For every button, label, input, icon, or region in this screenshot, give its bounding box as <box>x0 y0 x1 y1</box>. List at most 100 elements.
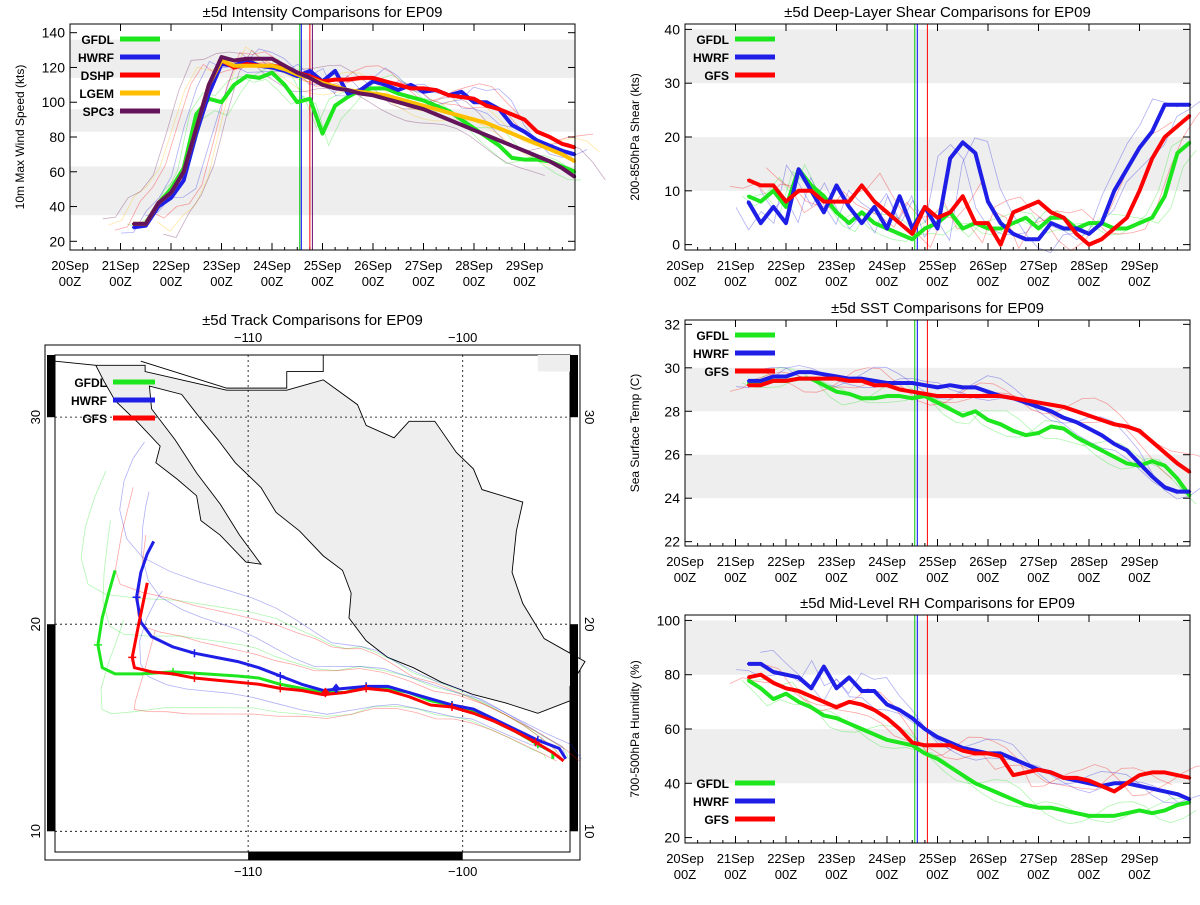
rh-point-hwrf <box>822 665 826 668</box>
ensemble-track <box>102 520 557 759</box>
sst-xtick-hour: 00Z <box>724 570 746 585</box>
track-marker-gfs <box>447 703 456 712</box>
ensemble-track <box>119 441 582 760</box>
intensity-point-gfdl <box>258 76 261 80</box>
rh-xtick-day: 29Sep <box>1121 851 1159 866</box>
sst-xtick-hour: 00Z <box>926 570 948 585</box>
sst-point-hwrf <box>1163 486 1166 489</box>
shear-point-gfdl <box>1049 216 1053 219</box>
shear-point-gfdl <box>961 227 964 230</box>
intensity-xtick-day: 25Sep <box>304 258 342 273</box>
rh-point-gfs <box>898 727 901 731</box>
intensity-point-gfdl <box>283 83 286 87</box>
rh-chart: ±5d Mid-Level RH Comparisons for EP09 700… <box>628 595 1200 882</box>
rh-point-gfdl <box>923 752 927 755</box>
shear-series-hwrf <box>746 102 1190 242</box>
intensity-ensemble-line <box>102 51 545 220</box>
rh-point-gfs <box>1012 773 1015 777</box>
intensity-point-hwrf <box>523 130 526 133</box>
shear-point-gfs <box>948 211 952 214</box>
shear-point-hwrf <box>822 211 826 214</box>
shear-point-gfdl <box>860 211 863 214</box>
intensity-legend-label: GFDL <box>81 33 114 47</box>
sst-xtick-day: 28Sep <box>1070 554 1108 569</box>
shear-xtick-day: 26Sep <box>969 258 1007 273</box>
intensity-point-hwrf <box>397 88 400 92</box>
rh-point-gfdl <box>797 700 800 704</box>
sst-ytick-label: 24 <box>664 490 680 506</box>
sst-ylabel: Sea Surface Temp (C) <box>628 374 642 493</box>
intensity-ytick-label: 120 <box>42 59 66 75</box>
rh-point-hwrf <box>759 662 762 666</box>
sst-point-gfdl <box>1024 433 1028 437</box>
rh-shade-band <box>685 620 1190 675</box>
track-title: ±5d Track Comparisons for EP09 <box>202 312 423 329</box>
sst-xtick-day: 29Sep <box>1121 554 1159 569</box>
sst-point-gfs <box>1012 397 1015 400</box>
rh-ytick-label: 20 <box>664 830 680 846</box>
intensity-point-spc3 <box>498 139 501 142</box>
intensity-point-hwrf <box>535 139 539 142</box>
sst-point-gfs <box>885 383 889 387</box>
shear-point-hwrf <box>797 168 800 171</box>
land-mass-east <box>537 355 570 372</box>
shear-point-gfdl <box>759 200 762 203</box>
intensity-xtick-hour: 00Z <box>513 274 535 289</box>
rh-xtick-day: 22Sep <box>767 851 805 866</box>
sst-point-hwrf <box>1062 416 1065 419</box>
sst-point-gfdl <box>1037 431 1040 435</box>
shear-xtick-hour: 00Z <box>1078 274 1100 289</box>
sst-xtick-hour: 00Z <box>674 570 696 585</box>
intensity-point-gfdl <box>498 144 501 147</box>
intensity-point-lgem <box>447 111 450 114</box>
sst-point-gfdl <box>1012 429 1015 433</box>
lon-tick-label-top: −110 <box>234 330 262 345</box>
sst-point-hwrf <box>974 386 977 389</box>
shear-point-gfs <box>784 200 788 203</box>
intensity-point-spc3 <box>207 83 211 87</box>
rh-point-hwrf <box>923 727 927 731</box>
sst-point-hwrf <box>923 383 927 387</box>
sst-point-gfs <box>1049 403 1053 406</box>
sst-point-gfs <box>1024 399 1028 402</box>
sst-point-hwrf <box>948 383 952 387</box>
sst-point-gfdl <box>1062 427 1065 430</box>
intensity-xtick-hour: 00Z <box>463 274 485 289</box>
shear-point-gfs <box>759 184 762 187</box>
rh-point-gfdl <box>822 714 826 717</box>
rh-point-hwrf <box>847 676 851 679</box>
intensity-point-gfdl <box>535 158 539 161</box>
shear-point-gfs <box>797 189 800 193</box>
rh-point-gfdl <box>1113 814 1116 818</box>
rh-point-gfs <box>797 689 800 693</box>
shear-point-hwrf <box>1037 238 1040 241</box>
intensity-point-dshp <box>498 107 501 111</box>
shear-point-hwrf <box>999 221 1002 225</box>
intensity-series-spc3 <box>133 55 577 226</box>
rh-point-gfdl <box>1075 811 1078 815</box>
shear-xtick-day: 21Sep <box>717 258 755 273</box>
sst-ensemble-line <box>735 365 1179 495</box>
rh-ensemble-line <box>766 664 1200 796</box>
intensity-point-spc3 <box>308 76 312 80</box>
sst-point-gfs <box>797 377 800 380</box>
sst-point-gfs <box>986 394 990 398</box>
shear-xtick-hour: 00Z <box>1128 274 1150 289</box>
rh-point-hwrf <box>936 735 939 739</box>
shear-chart: ±5d Deep-Layer Shear Comparisons for EP0… <box>628 4 1200 289</box>
sst-point-gfs <box>999 394 1002 398</box>
shear-ytick-label: 40 <box>664 21 680 37</box>
rh-ensemble-line <box>729 677 1172 790</box>
shear-point-gfdl <box>1125 227 1129 230</box>
intensity-point-spc3 <box>359 92 362 95</box>
track-legend-label: GFDL <box>74 376 107 390</box>
rh-legend-label: GFS <box>704 813 729 827</box>
rh-point-gfdl <box>898 741 901 744</box>
sst-xtick-day: 23Sep <box>818 554 856 569</box>
shear-point-hwrf <box>898 194 901 198</box>
intensity-point-hwrf <box>422 90 425 94</box>
rh-point-gfdl <box>1012 798 1015 801</box>
intensity-point-lgem <box>245 64 248 67</box>
sst-point-gfs <box>759 383 762 387</box>
sst-point-gfs <box>911 390 914 393</box>
